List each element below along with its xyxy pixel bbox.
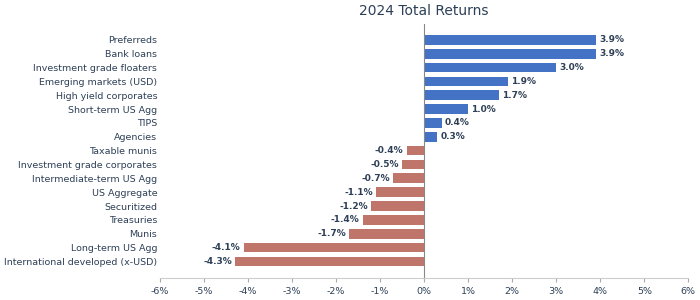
Bar: [424, 132, 438, 142]
Text: 1.9%: 1.9%: [511, 77, 536, 86]
Bar: [407, 146, 424, 155]
Text: -4.1%: -4.1%: [212, 243, 241, 252]
Bar: [393, 173, 424, 183]
Title: 2024 Total Returns: 2024 Total Returns: [360, 4, 489, 18]
Bar: [424, 76, 508, 86]
Text: 3.9%: 3.9%: [599, 35, 624, 44]
Bar: [402, 160, 424, 169]
Text: -1.4%: -1.4%: [330, 215, 360, 224]
Bar: [424, 63, 556, 72]
Text: -1.1%: -1.1%: [344, 188, 372, 197]
Bar: [424, 90, 499, 100]
Bar: [424, 118, 442, 128]
Bar: [424, 35, 596, 45]
Text: -1.7%: -1.7%: [318, 229, 346, 238]
Text: 3.9%: 3.9%: [599, 49, 624, 58]
Text: -0.7%: -0.7%: [362, 174, 391, 183]
Text: -0.4%: -0.4%: [375, 146, 403, 155]
Text: 0.3%: 0.3%: [440, 132, 466, 141]
Text: 3.0%: 3.0%: [559, 63, 584, 72]
Bar: [424, 104, 468, 114]
Text: -0.5%: -0.5%: [370, 160, 399, 169]
Bar: [372, 201, 424, 211]
Text: 0.4%: 0.4%: [445, 118, 470, 127]
Text: -4.3%: -4.3%: [203, 257, 232, 266]
Bar: [244, 243, 424, 252]
Text: 1.0%: 1.0%: [471, 105, 496, 114]
Bar: [349, 229, 424, 238]
Text: -1.2%: -1.2%: [340, 202, 368, 211]
Bar: [235, 256, 424, 266]
Bar: [376, 187, 424, 197]
Text: 1.7%: 1.7%: [502, 91, 527, 100]
Bar: [424, 49, 596, 58]
Bar: [363, 215, 424, 225]
